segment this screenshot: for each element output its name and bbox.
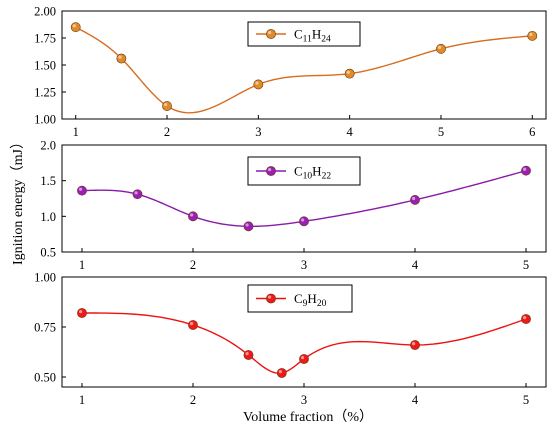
x-tick-label: 3 xyxy=(301,393,307,407)
data-point-highlight xyxy=(72,24,76,28)
legend-label: C10H22 xyxy=(294,164,331,182)
legend-marker-highlight xyxy=(268,30,272,35)
y-tick-label: 1.00 xyxy=(34,113,56,127)
data-point-highlight xyxy=(529,32,533,37)
x-tick-label: 1 xyxy=(73,125,79,139)
data-point xyxy=(243,221,254,232)
x-tick-label: 1 xyxy=(79,258,85,272)
x-tick-label: 4 xyxy=(412,258,419,272)
legend: C11H24 xyxy=(247,21,361,47)
series-curve xyxy=(81,312,527,374)
x-tick-label: 4 xyxy=(412,393,419,407)
y-tick-label: 2.00 xyxy=(34,5,56,19)
data-point-highlight xyxy=(412,196,416,201)
data-point-highlight xyxy=(301,218,305,222)
data-point xyxy=(299,216,309,227)
data-point xyxy=(253,79,264,90)
y-tick-label: 1.00 xyxy=(34,271,56,285)
x-tick-label: 2 xyxy=(190,258,196,272)
x-tick-label: 1 xyxy=(79,393,85,407)
data-point xyxy=(521,165,531,176)
data-point-highlight xyxy=(278,370,282,374)
data-point xyxy=(276,368,287,378)
y-axis-label: Ignition energy（mJ） xyxy=(10,135,26,265)
legend-marker-highlight xyxy=(268,168,272,172)
data-point xyxy=(132,189,143,200)
data-point-highlight xyxy=(301,356,305,360)
legend-marker-highlight xyxy=(268,295,272,299)
data-point xyxy=(344,68,355,79)
data-point xyxy=(527,30,538,41)
legend-label: C11H24 xyxy=(294,27,331,45)
data-point-highlight xyxy=(189,213,194,217)
data-point xyxy=(70,22,81,33)
y-tick-label: 1.0 xyxy=(40,210,56,224)
data-point xyxy=(521,314,531,324)
legend-marker xyxy=(266,29,276,39)
x-tick-label: 2 xyxy=(190,393,196,407)
panel-c11h24: 1 2 3 4 5 6 1.00 1.25 1.50 1.75 2.00 C11H24 xyxy=(34,5,547,139)
data-point xyxy=(116,53,127,64)
data-point-highlight xyxy=(245,352,249,356)
legend-label: C9H20 xyxy=(294,291,327,309)
legend: C9H20 xyxy=(247,284,353,313)
legend: C10H22 xyxy=(247,156,361,186)
y-tick-label: 1.5 xyxy=(40,174,56,188)
y-tick-label: 1.25 xyxy=(34,86,56,100)
legend-marker xyxy=(266,166,276,176)
x-tick-label: 6 xyxy=(529,125,535,139)
legend-marker xyxy=(266,293,276,304)
y-tick-label: 1.50 xyxy=(34,59,56,73)
x-tick-label: 2 xyxy=(164,125,170,139)
data-point-highlight xyxy=(437,45,442,50)
data-point-highlight xyxy=(189,322,194,326)
data-point xyxy=(162,101,172,111)
data-point xyxy=(243,350,254,360)
data-point xyxy=(410,195,420,205)
data-point xyxy=(77,308,87,318)
y-tick-label: 0.50 xyxy=(34,371,56,385)
y-tick-label: 0.75 xyxy=(34,321,56,335)
data-point xyxy=(188,211,198,222)
x-tick-label: 5 xyxy=(523,393,529,407)
data-point xyxy=(77,185,87,196)
data-point xyxy=(410,340,420,350)
x-tick-label: 5 xyxy=(523,258,529,272)
data-point-highlight xyxy=(118,55,122,59)
data-point-highlight xyxy=(164,103,168,107)
data-point-highlight xyxy=(255,81,259,85)
data-point-highlight xyxy=(523,167,527,171)
data-point xyxy=(299,354,309,364)
x-tick-label: 3 xyxy=(255,125,261,139)
data-point-highlight xyxy=(78,310,83,314)
data-point-highlight xyxy=(412,342,416,346)
y-tick-label: 2.0 xyxy=(40,139,56,153)
x-tick-label: 5 xyxy=(438,125,444,139)
x-axis-label: Volume fraction（%） xyxy=(243,409,373,425)
y-tick-label: 0.5 xyxy=(40,246,56,260)
panel-c9h20: 1 2 3 4 5 0.50 0.75 1.00 C9H20 xyxy=(34,271,547,407)
data-point-highlight xyxy=(523,316,527,320)
data-point-highlight xyxy=(346,70,350,74)
x-tick-label: 3 xyxy=(301,258,307,272)
data-point xyxy=(436,43,446,54)
x-tick-label: 4 xyxy=(347,125,354,139)
data-point-highlight xyxy=(78,187,83,191)
y-tick-label: 1.75 xyxy=(34,32,56,46)
data-point-highlight xyxy=(245,223,249,227)
data-point-highlight xyxy=(134,191,138,195)
panel-c10h22: 1 2 3 4 5 0.5 1.0 1.5 2.0 C10H22 xyxy=(40,139,547,272)
data-point xyxy=(188,320,198,330)
